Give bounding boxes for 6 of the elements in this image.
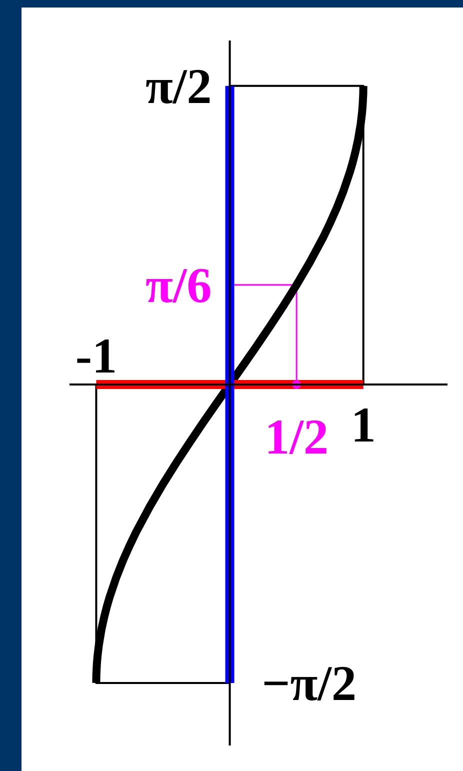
x-tick-label: 1/2 [264,408,329,464]
annotation: −π/2 [262,654,357,711]
annotation: -1 [75,327,118,384]
y-tick-label: π/6 [146,256,212,313]
x-tick-label: 1 [350,396,376,452]
y-tick-label: π/2 [146,58,212,114]
